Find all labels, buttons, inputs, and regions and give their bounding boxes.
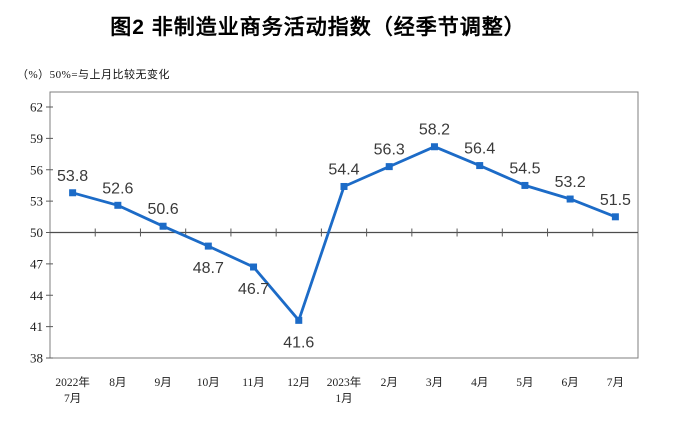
data-label: 56.3 [374,142,405,159]
data-label: 52.6 [102,180,133,197]
x-axis-label: 3月 [426,377,443,389]
x-axis-label: 8月 [109,377,126,389]
x-axis-label: 4月 [471,377,488,389]
y-tick-label: 59 [30,131,43,146]
y-tick-label: 50 [30,225,43,240]
y-tick-label: 53 [30,194,43,209]
y-tick-label: 44 [30,288,44,303]
x-axis-label: 2022年 [55,375,90,389]
data-point-marker [476,162,484,170]
data-point-marker [430,143,438,151]
x-axis-label: 2023年 [327,375,362,389]
data-point-marker [250,263,258,271]
x-axis-label: 10月 [197,377,220,389]
x-axis-label: 2月 [381,377,398,389]
y-tick-label: 38 [30,351,43,366]
chart-title: 图2 非制造业商务活动指数（经季节调整） [110,16,526,39]
axis-unit-note: （%）50%=与上月比较无变化 [17,69,171,81]
data-point-marker [521,181,529,189]
y-tick-label: 56 [30,162,44,177]
data-label: 56.4 [464,141,495,158]
data-label: 48.7 [193,260,224,277]
data-point-marker [566,195,574,203]
data-label: 50.6 [148,201,179,218]
data-point-marker [340,182,348,190]
data-label: 54.5 [509,160,540,177]
x-axis-label: 9月 [154,377,171,389]
data-label: 54.4 [328,161,359,178]
x-axis-label: 7月 [64,393,81,405]
x-axis-label: 7月 [607,377,624,389]
x-axis-label: 5月 [516,377,533,389]
data-label: 51.5 [600,192,631,209]
data-label: 53.8 [57,168,88,185]
data-point-marker [69,189,77,197]
y-tick-label: 41 [30,319,43,334]
data-label: 46.7 [238,281,269,298]
x-axis-label: 1月 [335,393,352,405]
data-label: 53.2 [555,174,586,191]
data-point-marker [295,316,303,324]
x-axis-label: 12月 [287,377,310,389]
data-label: 58.2 [419,122,450,139]
plot-border [49,91,639,359]
data-label: 41.6 [283,334,314,351]
data-point-marker [159,222,167,230]
data-point-marker [611,213,619,221]
y-tick-label: 47 [30,256,44,271]
x-axis-label: 11月 [242,377,265,389]
data-point-marker [204,242,212,250]
x-axis-label: 6月 [562,377,579,389]
data-point-marker [385,163,393,171]
data-point-marker [114,201,122,209]
y-tick-label: 62 [30,100,43,115]
